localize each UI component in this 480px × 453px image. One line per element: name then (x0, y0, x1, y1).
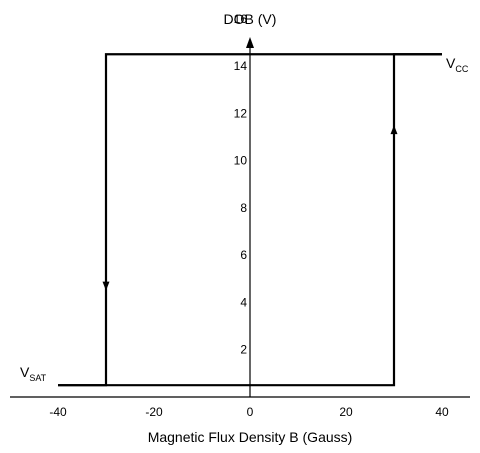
series-group (58, 53, 442, 387)
y-tick-label: 12 (234, 106, 248, 120)
y-tick-label: 16 (234, 12, 248, 26)
vsat-label-subscript: SAT (29, 373, 46, 383)
y-axis-title: DOB (V) (224, 11, 277, 27)
x-tick-label: 20 (339, 405, 353, 419)
y-tick-label: 6 (240, 248, 247, 262)
axes (10, 37, 470, 398)
series-line-2 (58, 53, 442, 387)
y-tick-label: 2 (240, 343, 247, 357)
vcc-label-main: V (446, 55, 456, 71)
y-axis-arrowhead (246, 37, 254, 48)
y-tick-labels: 2 4 6 8 10 12 14 16 (234, 12, 248, 357)
x-tick-label: -20 (145, 405, 163, 419)
y-tick-label: 4 (240, 295, 247, 309)
x-tick-label: -40 (49, 405, 67, 419)
vcc-label: VCC (446, 55, 469, 74)
x-tick-labels: -40 -20 0 20 40 (49, 405, 449, 419)
vcc-label-subscript: CC (455, 64, 468, 74)
x-axis-title: Magnetic Flux Density B (Gauss) (148, 429, 353, 445)
y-tick-label: 8 (240, 201, 247, 215)
series-arrow-2 (390, 125, 398, 135)
y-tick-label: 14 (234, 59, 248, 73)
vsat-label-main: V (20, 364, 30, 380)
x-tick-label: 40 (435, 405, 449, 419)
series-arrow-1 (102, 281, 110, 291)
vsat-label: VSAT (20, 364, 47, 383)
y-tick-label: 10 (234, 154, 248, 168)
x-tick-label: 0 (247, 405, 254, 419)
